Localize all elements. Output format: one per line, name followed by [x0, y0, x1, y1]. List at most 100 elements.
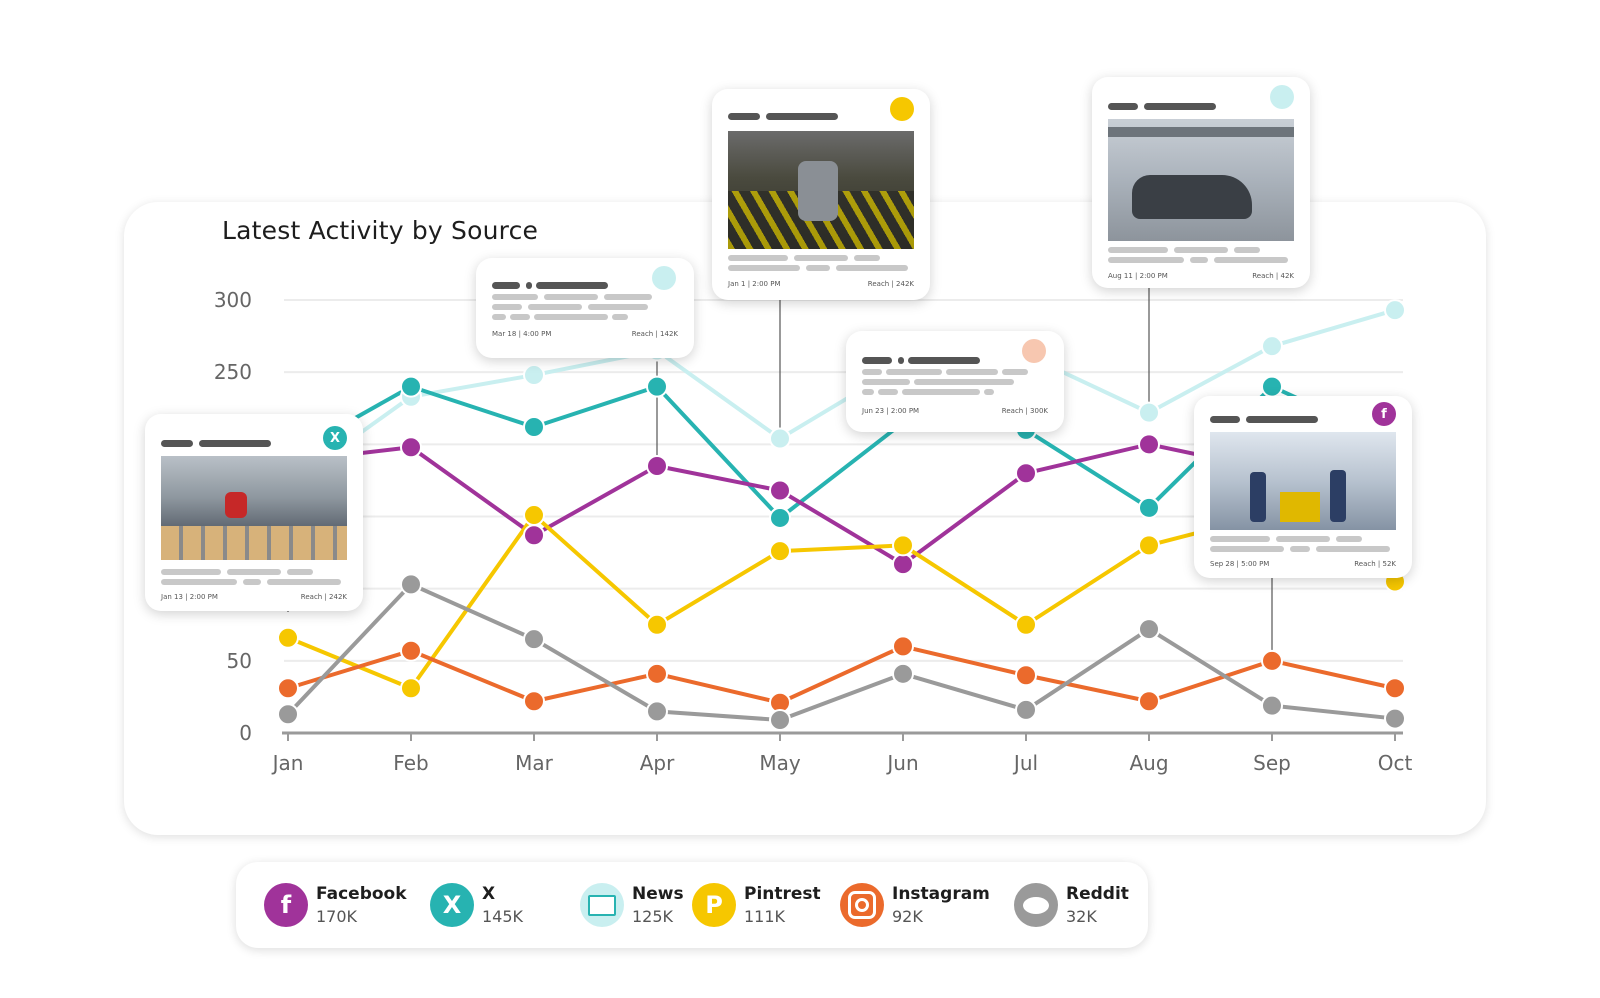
post-date: Sep 28 | 5:00 PM [1210, 560, 1270, 568]
data-point-news [1138, 401, 1160, 424]
news-icon [1270, 85, 1294, 109]
data-point-reddit [892, 662, 914, 685]
legend-label: Pintrest [744, 884, 821, 904]
y-tick-label: 50 [227, 649, 252, 673]
x-tick-label: Aug [1129, 751, 1168, 775]
data-point-facebook [646, 454, 668, 477]
data-point-x [1138, 496, 1160, 519]
post-date: Jun 23 | 2:00 PM [862, 407, 920, 415]
legend-label: Facebook [316, 884, 407, 904]
data-point-reddit [523, 628, 545, 651]
data-point-pintrest [1138, 534, 1160, 557]
data-point-instagram [1015, 664, 1037, 687]
data-point-reddit [277, 703, 299, 726]
data-point-instagram [892, 635, 914, 658]
y-tick-label: 0 [239, 721, 252, 745]
x-icon: X [323, 426, 347, 450]
reddit-icon [1022, 339, 1046, 363]
post-card[interactable]: Mar 18 | 4:00 PM Reach | 142K [476, 258, 694, 358]
legend-value: 145K [482, 907, 524, 926]
legend-label: X [482, 884, 496, 904]
data-point-pintrest [1015, 613, 1037, 636]
data-point-reddit [1261, 694, 1283, 717]
data-point-news [1261, 335, 1283, 358]
post-reach: Reach | 52K [1354, 560, 1396, 568]
post-image [1210, 432, 1396, 530]
data-point-reddit [769, 709, 791, 732]
data-point-x [646, 375, 668, 398]
x-tick-label: Apr [640, 751, 675, 775]
x-tick-label: Jun [885, 751, 918, 775]
data-point-news [1384, 299, 1406, 322]
data-point-pintrest [892, 534, 914, 557]
post-date: Jan 1 | 2:00 PM [728, 280, 781, 288]
post-reach: Reach | 142K [631, 330, 678, 338]
data-point-instagram [646, 662, 668, 685]
post-card[interactable]: Jan 1 | 2:00 PM Reach | 242K [712, 89, 930, 300]
series-line-instagram [287, 644, 1396, 705]
pinterest-icon [890, 97, 914, 121]
data-point-instagram [1261, 649, 1283, 672]
legend-value: 170K [316, 907, 358, 926]
data-point-x [400, 375, 422, 398]
x-icon: X [430, 883, 474, 927]
post-date: Jan 13 | 2:00 PM [161, 593, 218, 601]
legend-value: 125K [632, 907, 674, 926]
x-tick-label: Oct [1378, 751, 1413, 775]
data-point-pintrest [769, 540, 791, 563]
data-point-x [769, 506, 791, 529]
facebook-icon: f [264, 883, 308, 927]
post-reach: Reach | 300K [1001, 407, 1048, 415]
news-icon [580, 883, 624, 927]
data-point-pintrest [400, 677, 422, 700]
post-reach: Reach | 42K [1252, 272, 1294, 280]
post-card[interactable]: f Sep 28 | 5:00 PM Reach | 52K [1194, 396, 1412, 578]
data-point-instagram [277, 677, 299, 700]
post-card[interactable]: X Jan 13 | 2:00 PM Reach | 242K [145, 414, 363, 611]
post-reach: Reach | 242K [300, 593, 347, 601]
data-point-news [769, 427, 791, 450]
post-image [728, 131, 914, 249]
data-point-reddit [1384, 707, 1406, 730]
legend-label: Instagram [892, 884, 990, 904]
data-point-instagram [400, 639, 422, 662]
data-point-facebook [892, 553, 914, 576]
data-point-facebook [769, 479, 791, 502]
x-tick-label: Jul [1012, 751, 1038, 775]
post-date: Aug 11 | 2:00 PM [1108, 272, 1168, 280]
post-image [1108, 119, 1294, 241]
instagram-icon [840, 883, 884, 927]
facebook-icon: f [1372, 402, 1396, 426]
post-card[interactable]: Aug 11 | 2:00 PM Reach | 42K [1092, 77, 1310, 288]
y-tick-label: 300 [214, 288, 252, 312]
reddit-icon [1014, 883, 1058, 927]
x-tick-label: Jan [271, 751, 304, 775]
x-tick-label: May [759, 751, 801, 775]
data-point-reddit [646, 700, 668, 723]
x-tick-label: Feb [393, 751, 428, 775]
data-point-facebook [400, 436, 422, 459]
data-point-facebook [1015, 462, 1037, 485]
data-point-reddit [400, 573, 422, 596]
data-point-facebook [1138, 433, 1160, 456]
legend-label: Reddit [1066, 884, 1129, 904]
data-point-instagram [1384, 677, 1406, 700]
data-point-facebook [523, 524, 545, 547]
data-point-pintrest [277, 626, 299, 649]
post-image [161, 456, 347, 560]
data-point-instagram [1138, 690, 1160, 713]
x-tick-label: Sep [1253, 751, 1291, 775]
chart-title: Latest Activity by Source [222, 216, 539, 245]
pinterest-icon: P [692, 883, 736, 927]
data-point-pintrest [523, 504, 545, 527]
post-card[interactable]: Jun 23 | 2:00 PM Reach | 300K [846, 331, 1064, 432]
legend-label: News [632, 884, 684, 904]
legend: f Facebook 170K X X 145K News 125K P Pin… [236, 862, 1148, 948]
series-line-reddit [286, 582, 1396, 723]
post-reach: Reach | 242K [867, 280, 914, 288]
x-tick-label: Mar [515, 751, 554, 775]
data-point-pintrest [646, 613, 668, 636]
data-point-x [523, 416, 545, 439]
data-point-x [1261, 375, 1283, 398]
legend-value: 111K [744, 907, 786, 926]
